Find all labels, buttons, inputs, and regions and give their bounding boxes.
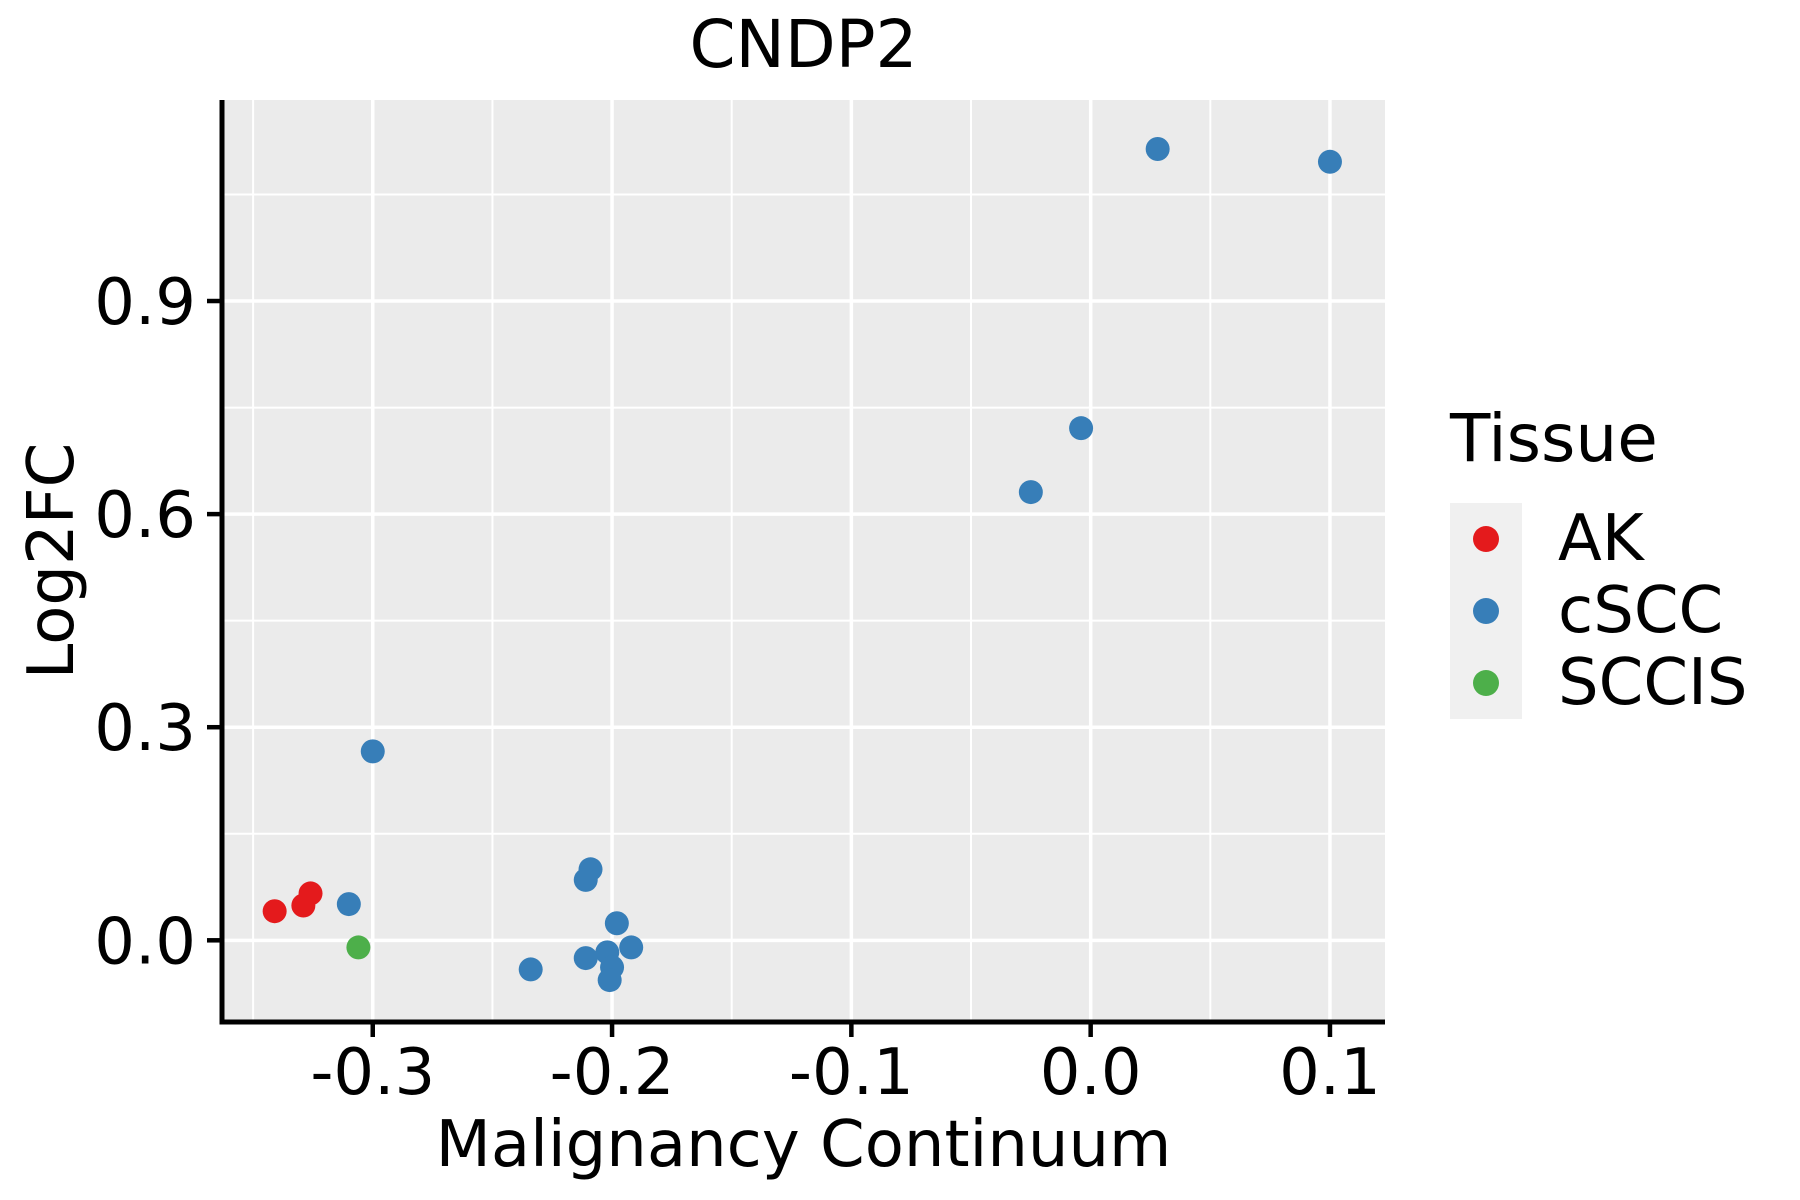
- data-point-cscc: [573, 946, 598, 971]
- data-point-cscc: [597, 968, 622, 993]
- y-tick-label: 0.9: [94, 266, 196, 340]
- data-point-cscc: [1069, 416, 1094, 441]
- data-point-sccis: [346, 935, 371, 960]
- data-point-cscc: [518, 957, 543, 982]
- y-axis-label: Log2FC: [15, 442, 89, 680]
- x-tick-label: 0.0: [1040, 1036, 1142, 1110]
- data-point-cscc: [1145, 137, 1170, 162]
- legend-item-sccis: SCCIS: [1450, 647, 1748, 719]
- x-tick-label: -0.3: [310, 1036, 435, 1110]
- legend-title: Tissue: [1450, 400, 1658, 477]
- x-axis-label: Malignancy Continuum: [435, 1108, 1172, 1182]
- cscc-swatch-icon: [1473, 598, 1499, 624]
- x-tick-label: 0.1: [1279, 1036, 1381, 1110]
- ak-swatch-icon: [1473, 526, 1499, 552]
- data-point-cscc: [604, 911, 629, 936]
- data-point-cscc: [336, 892, 361, 917]
- y-tick-label: 0.3: [94, 692, 196, 766]
- y-tick-label: 0.6: [94, 479, 196, 553]
- legend-item-cscc: cSCC: [1450, 575, 1748, 647]
- legend-keys: AK cSCC SCCIS: [1450, 503, 1748, 719]
- legend-label-sccis: SCCIS: [1558, 646, 1748, 720]
- legend: Tissue AK cSCC SCCIS: [1450, 400, 1748, 719]
- y-tick-label: 0.0: [94, 905, 196, 979]
- legend-key-ak: [1450, 503, 1522, 575]
- data-point-cscc: [1018, 480, 1043, 505]
- sccis-swatch-icon: [1473, 670, 1499, 696]
- legend-key-cscc: [1450, 575, 1522, 647]
- x-tick-label: -0.1: [789, 1036, 914, 1110]
- x-tick-label: -0.2: [550, 1036, 675, 1110]
- plot-title: CNDP2: [689, 6, 918, 83]
- data-point-ak: [262, 899, 287, 924]
- data-point-cscc: [619, 935, 644, 960]
- data-point-ak: [298, 881, 323, 906]
- data-point-cscc: [573, 867, 598, 892]
- legend-item-ak: AK: [1450, 503, 1748, 575]
- data-point-cscc: [360, 739, 385, 764]
- legend-label-cscc: cSCC: [1558, 574, 1724, 648]
- panel-background: [222, 100, 1385, 1022]
- data-point-cscc: [1317, 149, 1342, 174]
- legend-key-sccis: [1450, 647, 1522, 719]
- legend-label-ak: AK: [1558, 502, 1644, 576]
